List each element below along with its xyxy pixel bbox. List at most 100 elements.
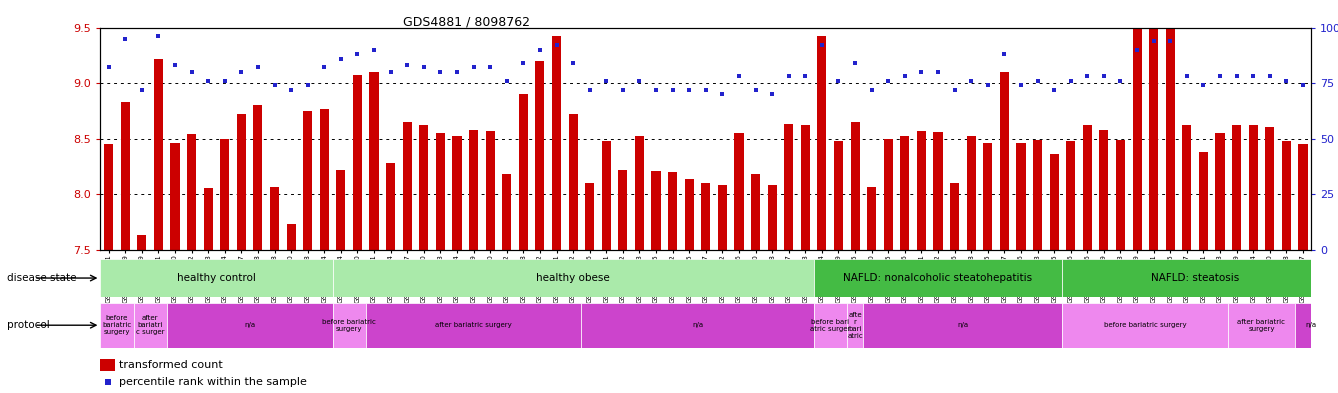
Bar [999, 72, 1009, 250]
Point [1160, 38, 1181, 44]
Point [712, 91, 733, 97]
Bar [717, 185, 727, 250]
Bar [1116, 140, 1125, 250]
Bar [1100, 130, 1108, 250]
Point [828, 78, 850, 84]
Bar [814, 303, 847, 348]
Bar [167, 303, 333, 348]
Point [977, 82, 998, 88]
Bar [602, 141, 611, 250]
Point [579, 86, 601, 93]
Point [429, 69, 451, 75]
Bar [636, 136, 644, 250]
Point [1077, 73, 1098, 79]
Point [463, 64, 484, 71]
Text: afte
r
bari
atric: afte r bari atric [847, 312, 863, 339]
Text: n/a: n/a [1306, 322, 1317, 328]
Bar [1132, 25, 1141, 250]
Point [994, 51, 1016, 57]
Bar [751, 174, 760, 250]
Point [96, 378, 118, 385]
Bar [784, 124, 793, 250]
Bar [519, 94, 529, 250]
Bar [237, 114, 246, 250]
Bar [403, 122, 412, 250]
Bar [203, 189, 213, 250]
Bar [104, 144, 114, 250]
Text: GDS4881 / 8098762: GDS4881 / 8098762 [403, 16, 530, 29]
Point [413, 64, 435, 71]
Bar [569, 114, 578, 250]
Point [629, 78, 650, 84]
Point [264, 82, 285, 88]
Bar [1282, 141, 1291, 250]
Text: NAFLD: nonalcoholic steatohepatitis: NAFLD: nonalcoholic steatohepatitis [843, 273, 1033, 283]
Bar [966, 136, 975, 250]
Bar [800, 125, 809, 250]
Point [860, 86, 882, 93]
Text: n/a: n/a [244, 322, 256, 328]
Text: percentile rank within the sample: percentile rank within the sample [119, 377, 306, 387]
Point [1060, 78, 1081, 84]
Point [745, 86, 767, 93]
Point [844, 60, 866, 66]
Text: disease state: disease state [7, 273, 76, 283]
Text: after bariatric surgery: after bariatric surgery [435, 322, 512, 328]
Bar [1215, 133, 1224, 250]
Point [878, 78, 899, 84]
Point [496, 78, 518, 84]
Bar [387, 163, 395, 250]
Text: before bari
atric surger: before bari atric surger [809, 319, 851, 332]
Point [214, 78, 235, 84]
Bar [950, 183, 959, 250]
Bar [668, 172, 677, 250]
Point [364, 47, 385, 53]
Point [380, 69, 401, 75]
Point [248, 64, 269, 71]
Bar [270, 187, 280, 250]
Point [1093, 73, 1115, 79]
Bar [1082, 125, 1092, 250]
Bar [1149, 7, 1159, 250]
Point [98, 64, 119, 71]
Bar [983, 143, 993, 250]
Point [1143, 38, 1164, 44]
Bar [353, 75, 363, 250]
Point [330, 55, 352, 62]
Bar [253, 105, 262, 250]
Bar [1066, 141, 1076, 250]
Bar [701, 183, 710, 250]
Point [927, 69, 949, 75]
Point [678, 86, 700, 93]
Bar [100, 259, 333, 297]
Point [761, 91, 783, 97]
Bar [304, 111, 312, 250]
Bar [221, 139, 229, 250]
Bar [187, 134, 197, 250]
Point [530, 47, 551, 53]
Bar [685, 178, 694, 250]
Point [230, 69, 252, 75]
Point [313, 64, 334, 71]
Point [1176, 73, 1198, 79]
Bar [100, 303, 134, 348]
Point [1010, 82, 1032, 88]
Bar [834, 141, 843, 250]
Bar [1062, 303, 1228, 348]
Bar [900, 136, 910, 250]
Point [961, 78, 982, 84]
Bar [883, 139, 892, 250]
Bar [1266, 127, 1274, 250]
Text: NAFLD: steatosis: NAFLD: steatosis [1151, 273, 1239, 283]
Bar [333, 259, 814, 297]
Point [181, 69, 202, 75]
Bar [1183, 125, 1191, 250]
Bar [735, 133, 744, 250]
Text: before bariatric
surgery: before bariatric surgery [322, 319, 376, 332]
Point [943, 86, 965, 93]
Point [546, 42, 567, 48]
Bar [768, 185, 776, 250]
Bar [170, 143, 179, 250]
Bar [1298, 144, 1307, 250]
Bar [336, 170, 345, 250]
